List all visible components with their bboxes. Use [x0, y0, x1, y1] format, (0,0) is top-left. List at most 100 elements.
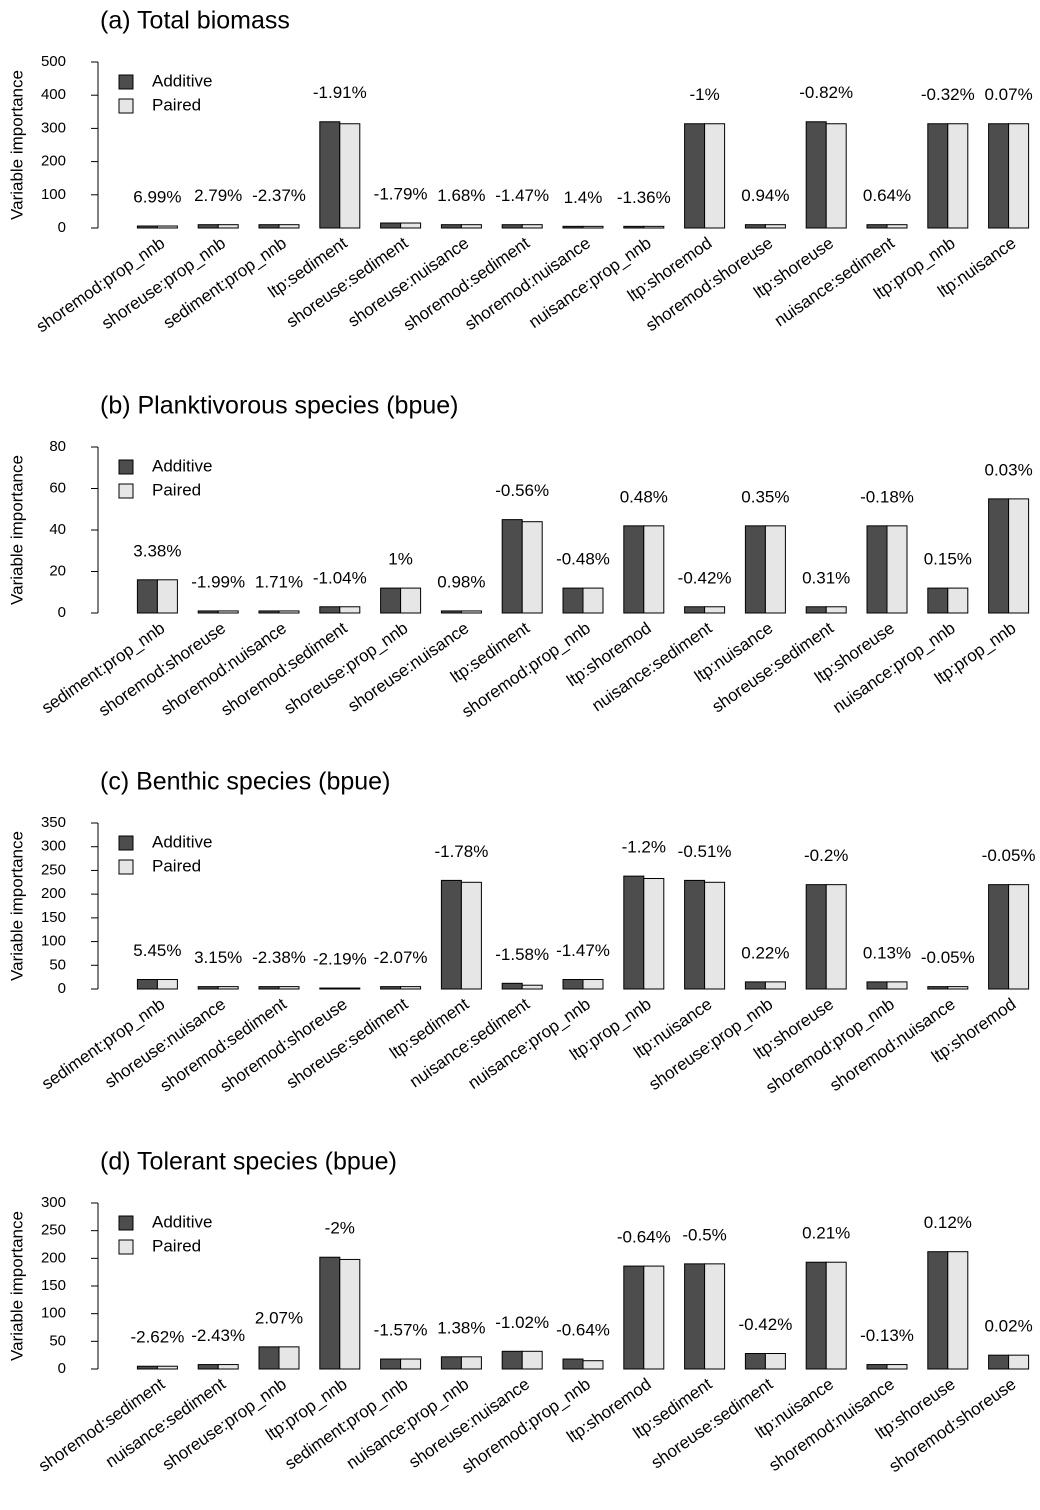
bar: [866, 1364, 888, 1370]
bar: [825, 884, 847, 990]
bar: [764, 224, 786, 229]
chart-title: (c) Benthic species (bpue): [100, 768, 390, 796]
bar-annotation: -2.37%: [252, 186, 306, 205]
bar: [1008, 1354, 1030, 1370]
bar-annotation: 0.15%: [924, 550, 972, 569]
y-axis-label: Variable importance: [7, 1211, 26, 1361]
bar: [339, 123, 361, 229]
bar: [319, 1256, 341, 1370]
bar: [643, 225, 665, 229]
bar-annotation: 0.35%: [741, 487, 789, 506]
bar-annotation: -1%: [689, 85, 719, 104]
bar: [684, 123, 706, 229]
bar: [562, 1358, 584, 1370]
bar-annotation: 3.15%: [194, 948, 242, 967]
bar: [866, 525, 888, 614]
bar: [886, 224, 908, 229]
y-tick-label: 250: [41, 1222, 66, 1239]
bar: [764, 1353, 786, 1370]
bar: [217, 610, 239, 614]
y-tick-label: 150: [41, 909, 66, 926]
legend-swatch: [118, 859, 134, 875]
y-tick-label: 80: [49, 438, 66, 455]
bar: [744, 1353, 766, 1370]
bar-annotation: 0.48%: [620, 487, 668, 506]
bar: [217, 986, 239, 990]
bar-annotation: -0.56%: [495, 481, 549, 500]
bar: [582, 587, 604, 614]
y-axis-label: Variable importance: [7, 70, 26, 220]
bar: [156, 1365, 178, 1370]
bar-annotation: 1.4%: [564, 188, 603, 207]
bar: [623, 225, 645, 229]
bar-annotation: 6.99%: [133, 187, 181, 206]
bar: [582, 1360, 604, 1370]
bar: [582, 979, 604, 990]
bar-annotation: -2.43%: [191, 1326, 245, 1345]
bar: [521, 224, 543, 229]
bar: [380, 587, 402, 614]
bar: [562, 979, 584, 990]
legend-swatch: [118, 1215, 134, 1231]
y-tick-label: 100: [41, 1305, 66, 1322]
y-tick-label: 0: [58, 1360, 66, 1377]
y-tick-label: 300: [41, 1194, 66, 1211]
bar-annotation: -2.62%: [130, 1328, 184, 1347]
bar-annotation: 1.38%: [437, 1318, 485, 1337]
bar: [947, 986, 969, 990]
bar-annotation: -0.05%: [921, 948, 975, 967]
bar: [278, 986, 300, 990]
bar: [319, 606, 341, 614]
bar-annotation: 1.68%: [437, 186, 485, 205]
bar-annotation: -2.38%: [252, 948, 306, 967]
y-tick-label: 40: [49, 521, 66, 538]
legend-label: Additive: [152, 71, 212, 90]
bar: [805, 1261, 827, 1370]
bar: [704, 123, 726, 229]
bar: [1008, 498, 1030, 614]
legend-swatch: [118, 98, 134, 114]
y-tick-label: 0: [58, 980, 66, 997]
y-tick-label: 400: [41, 86, 66, 103]
bar: [562, 225, 584, 229]
bar: [460, 224, 482, 229]
bar: [521, 1350, 543, 1370]
bar: [440, 1356, 462, 1370]
bar: [400, 587, 422, 614]
y-tick-label: 0: [58, 219, 66, 236]
bar: [744, 525, 766, 614]
bar-annotation: 0.02%: [984, 1317, 1032, 1336]
bar-annotation: 2.07%: [255, 1308, 303, 1327]
bar: [460, 881, 482, 990]
bar: [988, 1354, 1010, 1370]
bar: [521, 984, 543, 990]
bar-annotation: -1.91%: [313, 83, 367, 102]
bar: [197, 224, 219, 229]
legend-label: Additive: [152, 456, 212, 475]
bar: [400, 986, 422, 990]
bar-annotation: -1.57%: [374, 1321, 428, 1340]
chart-title: (d) Tolerant species (bpue): [100, 1148, 397, 1176]
bar: [501, 224, 523, 229]
bar: [643, 525, 665, 614]
bar-annotation: -0.82%: [799, 83, 853, 102]
bar: [927, 1251, 949, 1370]
bar: [258, 224, 280, 229]
bar: [927, 123, 949, 229]
legend-swatch: [118, 835, 134, 851]
bar: [156, 979, 178, 990]
bar-annotation: 0.07%: [984, 85, 1032, 104]
bar: [197, 986, 219, 990]
bar: [339, 606, 361, 614]
bar: [582, 225, 604, 229]
bar: [197, 610, 219, 614]
bar-annotation: -0.51%: [678, 842, 732, 861]
bar-annotation: -1.02%: [495, 1313, 549, 1332]
bar-annotation: 0.64%: [863, 186, 911, 205]
bar: [988, 123, 1010, 229]
bar: [319, 987, 341, 990]
y-tick-label: 0: [58, 604, 66, 621]
bar: [886, 981, 908, 990]
y-tick-label: 500: [41, 53, 66, 70]
bar: [460, 1356, 482, 1370]
